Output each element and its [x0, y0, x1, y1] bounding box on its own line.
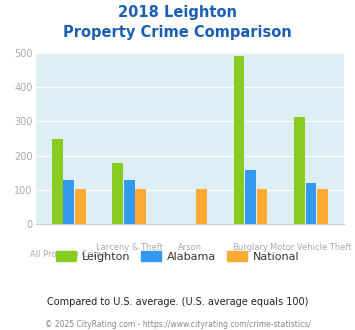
Bar: [257, 189, 267, 224]
Bar: [113, 163, 123, 224]
Text: All Property Crime: All Property Crime: [31, 250, 107, 259]
Bar: [63, 180, 74, 224]
Legend: Leighton, Alabama, National: Leighton, Alabama, National: [51, 247, 304, 267]
Bar: [196, 189, 207, 224]
Bar: [306, 183, 317, 224]
Text: Larceny & Theft: Larceny & Theft: [96, 243, 163, 252]
Bar: [245, 170, 256, 224]
Bar: [124, 181, 135, 224]
Text: Motor Vehicle Theft: Motor Vehicle Theft: [270, 243, 352, 252]
Bar: [135, 189, 146, 224]
Text: Arson: Arson: [178, 243, 202, 252]
Bar: [317, 189, 328, 224]
Text: Burglary: Burglary: [233, 243, 268, 252]
Text: © 2025 CityRating.com - https://www.cityrating.com/crime-statistics/: © 2025 CityRating.com - https://www.city…: [45, 320, 310, 329]
Bar: [75, 189, 86, 224]
Bar: [294, 117, 305, 224]
Text: Property Crime Comparison: Property Crime Comparison: [63, 25, 292, 40]
Bar: [234, 55, 245, 224]
Text: 2018 Leighton: 2018 Leighton: [118, 5, 237, 20]
Bar: [52, 139, 63, 224]
Text: Compared to U.S. average. (U.S. average equals 100): Compared to U.S. average. (U.S. average …: [47, 297, 308, 307]
